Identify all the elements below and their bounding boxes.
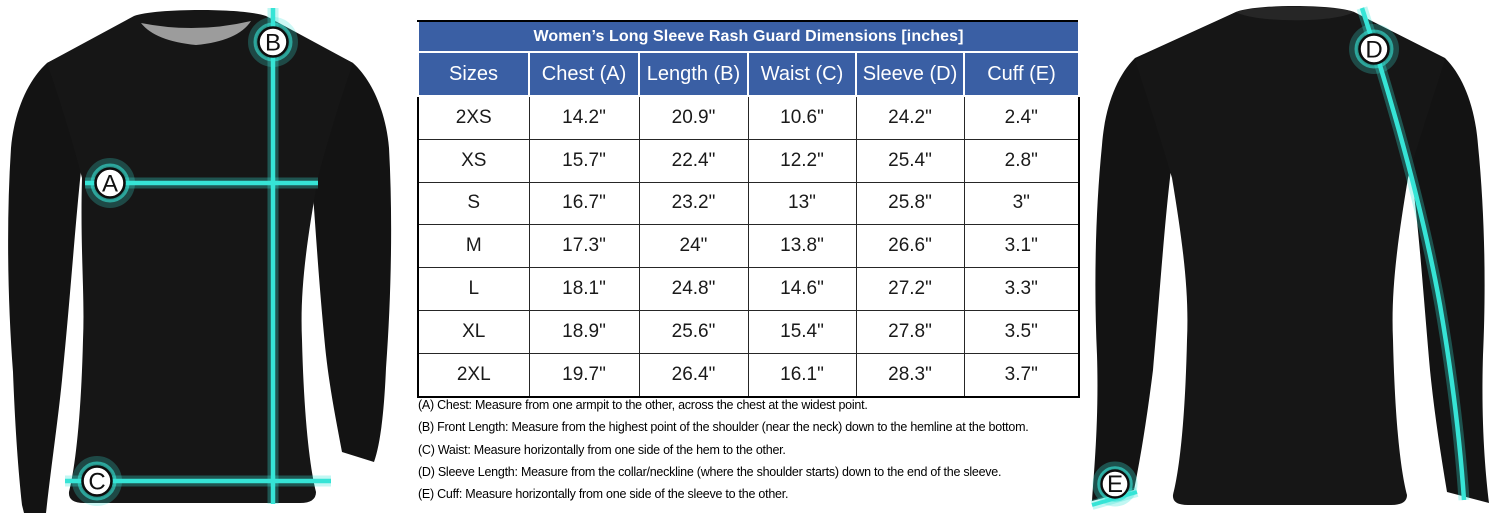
measurement-notes: (A) Chest: Measure from one armpit to th… xyxy=(418,394,1029,505)
table-cell: XS xyxy=(417,138,530,183)
back-right-sleeve xyxy=(1354,12,1489,503)
table-cell: 27.2" xyxy=(855,267,965,311)
table-cell: 22.4" xyxy=(638,138,749,183)
column-header-chest: Chest (A) xyxy=(528,51,640,97)
table-cell: 19.7" xyxy=(528,352,640,398)
marker-sleeve-label: D xyxy=(1365,37,1382,64)
table-cell: 3.7" xyxy=(963,352,1080,398)
table-cell: S xyxy=(417,181,530,226)
column-header-sizes: Sizes xyxy=(417,51,530,97)
table-row: L 18.1" 24.8" 14.6" 27.2" 3.3" xyxy=(417,267,1080,311)
table-row: M 17.3" 24" 13.8" 26.6" 3.1" xyxy=(417,224,1080,269)
table-cell: 14.2" xyxy=(528,95,640,140)
table-cell: 12.2" xyxy=(747,138,857,183)
table-cell: XL xyxy=(417,309,530,354)
table-cell: 3" xyxy=(963,181,1080,226)
table-cell: 18.9" xyxy=(528,309,640,354)
table-cell: 28.3" xyxy=(855,352,965,398)
table-cell: 3.1" xyxy=(963,224,1080,269)
marker-waist-label: C xyxy=(88,469,105,496)
table-cell: 24" xyxy=(638,224,749,269)
table-cell: 23.2" xyxy=(638,181,749,226)
table-cell: 15.4" xyxy=(747,309,857,354)
front-view-shirt-illustration: A B C xyxy=(8,8,392,513)
note-line: (B) Front Length: Measure from the highe… xyxy=(418,420,1029,435)
back-collar-seam xyxy=(1236,6,1354,21)
column-header-cuff: Cuff (E) xyxy=(962,51,1081,97)
marker-cuff-label: E xyxy=(1107,471,1123,498)
size-table-body: 2XS 14.2" 20.9" 10.6" 24.2" 2.4" XS 15.7" 22.4" 1… xyxy=(417,95,1080,398)
back-left-sleeve xyxy=(1092,12,1236,501)
table-cell: M xyxy=(417,224,530,269)
marker-length: B xyxy=(248,17,298,67)
marker-sleeve: D xyxy=(1349,24,1399,74)
measure-line-sleeve xyxy=(1359,7,1467,501)
column-header-waist: Waist (C) xyxy=(747,51,857,97)
table-cell: 3.5" xyxy=(963,309,1080,354)
back-body xyxy=(1135,6,1445,505)
table-cell: 20.9" xyxy=(638,95,749,140)
table-cell: 18.1" xyxy=(528,267,640,311)
note-line: (E) Cuff: Measure horizontally from one … xyxy=(418,487,789,502)
column-header-length: Length (B) xyxy=(638,51,749,97)
table-cell: 24.8" xyxy=(638,267,749,311)
table-header-row: Sizes Chest (A) Length (B) Waist (C) Sle… xyxy=(417,51,1081,97)
table-cell: 17.3" xyxy=(528,224,640,269)
table-cell: 2.4" xyxy=(963,95,1080,140)
column-header-sleeve: Sleeve (D) xyxy=(855,51,965,97)
table-cell: 27.8" xyxy=(855,309,965,354)
table-row: S 16.7" 23.2" 13" 25.8" 3" xyxy=(417,181,1080,226)
table-cell: 2XS xyxy=(417,95,530,140)
table-cell: 2XL xyxy=(417,352,530,398)
table-title: Women’s Long Sleeve Rash Guard Dimension… xyxy=(416,20,1081,53)
note-line: (C) Waist: Measure horizontally from one… xyxy=(418,442,786,457)
marker-waist: C xyxy=(72,456,122,506)
table-row: 2XL 19.7" 26.4" 16.1" 28.3" 3.7" xyxy=(417,352,1080,398)
table-cell: 13.8" xyxy=(747,224,857,269)
table-cell: 26.6" xyxy=(855,224,965,269)
table-cell: L xyxy=(417,267,530,311)
marker-chest: A xyxy=(85,158,135,208)
marker-length-label: B xyxy=(265,30,281,57)
table-cell: 25.4" xyxy=(855,138,965,183)
table-cell: 10.6" xyxy=(747,95,857,140)
back-view-shirt-illustration: D E xyxy=(1090,6,1489,510)
table-cell: 25.8" xyxy=(855,181,965,226)
table-cell: 14.6" xyxy=(747,267,857,311)
size-chart-table: Women’s Long Sleeve Rash Guard Dimension… xyxy=(416,20,1081,398)
marker-cuff: E xyxy=(1092,461,1138,507)
marker-chest-label: A xyxy=(102,171,118,198)
table-cell: 13" xyxy=(747,181,857,226)
front-right-sleeve xyxy=(265,18,392,462)
table-title-row: Women’s Long Sleeve Rash Guard Dimension… xyxy=(416,20,1081,53)
front-body xyxy=(47,10,353,503)
table-cell: 2.8" xyxy=(963,138,1080,183)
table-cell: 26.4" xyxy=(638,352,749,398)
table-row: XS 15.7" 22.4" 12.2" 25.4" 2.8" xyxy=(417,138,1080,183)
table-row: XL 18.9" 25.6" 15.4" 27.8" 3.5" xyxy=(417,309,1080,354)
table-cell: 16.7" xyxy=(528,181,640,226)
table-cell: 25.6" xyxy=(638,309,749,354)
table-cell: 24.2" xyxy=(855,95,965,140)
table-cell: 15.7" xyxy=(528,138,640,183)
note-line: (A) Chest: Measure from one armpit to th… xyxy=(418,398,868,412)
note-line: (D) Sleeve Length: Measure from the coll… xyxy=(418,464,1002,479)
table-row: 2XS 14.2" 20.9" 10.6" 24.2" 2.4" xyxy=(417,95,1080,140)
front-left-sleeve xyxy=(8,18,136,513)
table-cell: 3.3" xyxy=(963,267,1080,311)
table-cell: 16.1" xyxy=(747,352,857,398)
front-collar xyxy=(141,21,251,45)
